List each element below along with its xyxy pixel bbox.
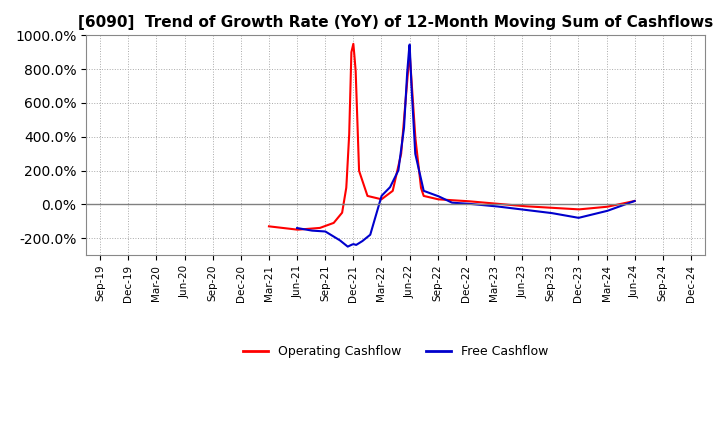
- Title: [6090]  Trend of Growth Rate (YoY) of 12-Month Moving Sum of Cashflows: [6090] Trend of Growth Rate (YoY) of 12-…: [78, 15, 714, 30]
- Legend: Operating Cashflow, Free Cashflow: Operating Cashflow, Free Cashflow: [238, 340, 554, 363]
